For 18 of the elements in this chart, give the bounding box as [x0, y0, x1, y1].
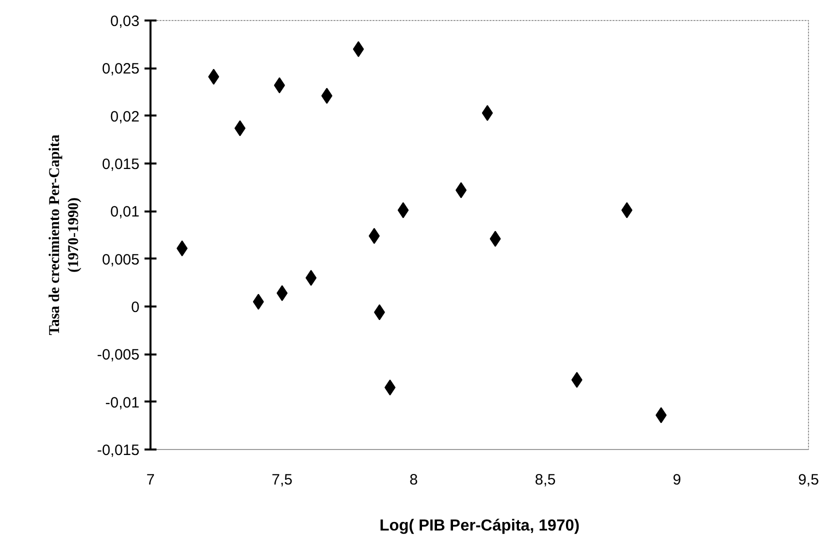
y-tick-label: -0,005 — [96, 346, 140, 364]
x-tick-label: 8,5 — [534, 472, 556, 488]
y-tick-label: 0,03 — [110, 13, 140, 30]
y-tick-label: 0,025 — [102, 60, 140, 78]
x-axis-title: Log( PIB Per-Cápita, 1970) — [379, 518, 580, 534]
x-tick-label: 7,5 — [272, 472, 293, 488]
y-tick-label: 0,02 — [110, 108, 140, 126]
y-tick-label: 0,005 — [102, 251, 140, 268]
y-tick-label: 0,01 — [110, 204, 140, 221]
y-axis-title: Tasa de crecimiento Per-Capita (1970-1990) — [46, 134, 82, 336]
x-tick-label: 9,5 — [798, 472, 819, 488]
y-tick-label: -0,015 — [96, 442, 140, 459]
x-tick-label: 7 — [146, 472, 155, 488]
x-tick-label: 8 — [410, 472, 418, 488]
y-tick-label: -0,01 — [105, 394, 140, 412]
y-tick-label: 0,015 — [102, 156, 140, 173]
x-tick-label: 9 — [672, 472, 682, 488]
y-tick-label: 0 — [131, 299, 140, 316]
